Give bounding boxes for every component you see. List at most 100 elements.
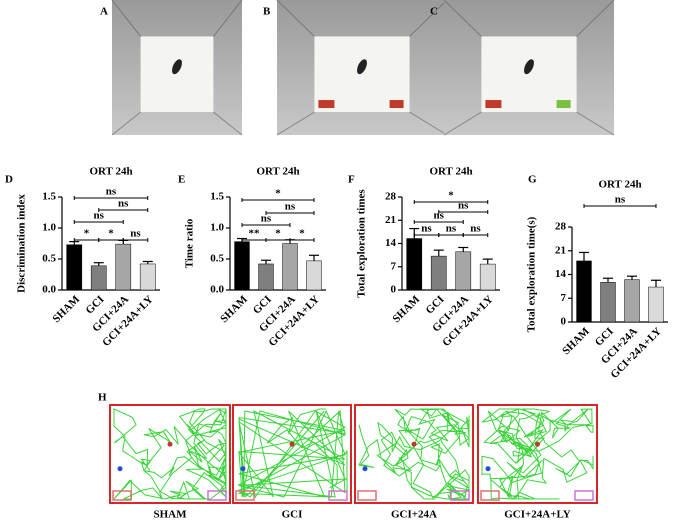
- track-path: [237, 408, 348, 499]
- end-point: [240, 466, 246, 472]
- y-axis-label: Total exploration time(s): [526, 216, 538, 332]
- box-edge: [576, 0, 615, 37]
- x-tick-label: SHAM: [390, 293, 422, 325]
- significance-label: *: [448, 190, 454, 202]
- y-tick-label: 1.0: [42, 222, 56, 234]
- panel-label: B: [263, 6, 271, 18]
- significance-label: *: [84, 228, 90, 240]
- object-zone: [574, 490, 594, 501]
- bar: [115, 243, 132, 291]
- end-point: [485, 466, 491, 472]
- mouse: [357, 59, 367, 75]
- box-edge: [409, 111, 448, 136]
- panel-label: A: [100, 6, 108, 18]
- track-path: [358, 408, 471, 501]
- significance-label: ns: [446, 223, 457, 235]
- track-label: SHAM: [154, 509, 188, 521]
- bar: [282, 243, 298, 291]
- significance-label: *: [108, 228, 114, 240]
- y-tick-label: 0.0: [210, 284, 224, 296]
- bar: [306, 260, 322, 291]
- box-edge: [576, 111, 615, 136]
- start-point: [289, 441, 295, 447]
- box-edge: [409, 0, 448, 37]
- y-tick-label: 0.0: [42, 284, 56, 296]
- box-edge: [443, 111, 482, 136]
- x-tick-label: SHAM: [218, 293, 250, 325]
- chart-title: ORT 24h: [256, 166, 299, 178]
- significance-label: ns: [261, 213, 272, 225]
- significance-label: *: [275, 228, 281, 240]
- start-point: [167, 441, 173, 447]
- y-tick-label: 0: [561, 316, 567, 328]
- box-edge: [213, 0, 243, 37]
- bar: [234, 241, 250, 291]
- significance-label: ns: [130, 228, 141, 240]
- significance-label: ns: [118, 198, 129, 210]
- track-path: [481, 408, 594, 500]
- significance-label: ns: [94, 210, 105, 222]
- box-edge: [111, 0, 141, 37]
- significance-label: **: [249, 228, 261, 240]
- panel-label: D: [5, 174, 13, 186]
- track-label: GCI+24A+LY: [504, 509, 571, 521]
- object: [485, 100, 502, 109]
- significance-label: *: [299, 228, 305, 240]
- bar: [90, 265, 107, 291]
- y-tick-label: 7: [561, 292, 567, 304]
- y-tick-label: 1.5: [42, 191, 56, 203]
- mouse: [524, 59, 534, 75]
- y-tick-label: 28: [555, 221, 567, 233]
- track-label: GCI: [282, 509, 303, 521]
- bar: [479, 263, 496, 291]
- object: [318, 100, 335, 109]
- panel-label: E: [178, 174, 185, 186]
- x-tick-label: SHAM: [560, 325, 592, 357]
- bar: [624, 279, 640, 323]
- y-axis-label: Discrimination index: [16, 194, 28, 293]
- mouse: [172, 59, 182, 75]
- track-frame: [109, 404, 231, 504]
- bar: [66, 244, 83, 291]
- arena-floor: [481, 36, 577, 113]
- y-tick-label: 7: [391, 260, 397, 272]
- y-axis-label: Time ratio: [184, 218, 196, 268]
- start-point: [411, 441, 417, 447]
- bar: [576, 260, 592, 323]
- arena-floor: [140, 36, 214, 113]
- track-label: GCI+24A: [391, 509, 437, 521]
- panel-label: G: [528, 174, 537, 186]
- panel-label: C: [430, 6, 438, 18]
- y-tick-label: 1.0: [210, 222, 224, 234]
- significance-label: *: [275, 188, 281, 200]
- end-point: [117, 466, 123, 472]
- photos: [111, 0, 615, 136]
- significance-label: ns: [285, 201, 296, 213]
- chart-title: ORT 24h: [89, 166, 132, 178]
- tracks: SHAM GCI GCI+24A GCI+24A+LY: [109, 404, 598, 521]
- box-edge: [213, 111, 243, 136]
- object-zone: [207, 490, 227, 501]
- bar: [648, 286, 664, 323]
- panel-label: F: [348, 174, 355, 186]
- x-tick-label: SHAM: [50, 293, 82, 325]
- y-tick-label: 21: [385, 214, 396, 226]
- y-axis-label: Total exploration times: [356, 189, 368, 298]
- object-zone: [328, 490, 348, 501]
- end-point: [362, 466, 368, 472]
- charts: ORT 24h Discrimination index 0.0 0.5 1.0 1.5 S…: [16, 166, 668, 381]
- start-point: [535, 441, 540, 447]
- bar: [455, 251, 472, 291]
- y-tick-label: 0.5: [210, 253, 224, 265]
- object: [556, 100, 571, 109]
- box-edge: [111, 111, 141, 136]
- y-tick-label: 28: [385, 191, 397, 203]
- bar: [258, 263, 274, 291]
- object: [389, 100, 404, 109]
- significance-label: ns: [615, 194, 626, 206]
- object-zone: [235, 490, 255, 501]
- significance-label: ns: [458, 200, 469, 212]
- arena-floor: [314, 36, 410, 113]
- y-tick-label: 1.5: [210, 191, 224, 203]
